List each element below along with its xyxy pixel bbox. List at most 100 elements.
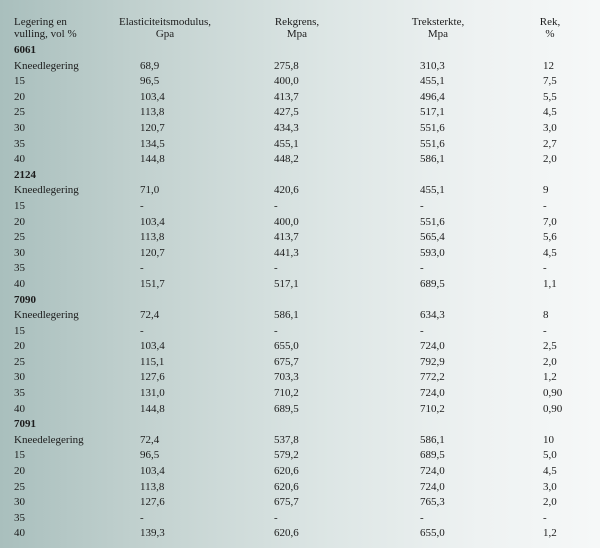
row-label: 15 (14, 449, 25, 462)
header-elastic-modulus: Elasticiteitsmodulus, Gpa (118, 16, 212, 40)
alloy-group-row: 2124 (0, 168, 600, 184)
table-row: 35 - - - - (0, 511, 600, 527)
cell-v3: 593,0 (420, 246, 445, 259)
cell-v1: - (140, 262, 144, 275)
cell-v1: 127,6 (140, 496, 165, 509)
table-row: 15 - - - - (0, 324, 600, 340)
header-alloy-fill-line2: vulling, vol % (14, 28, 77, 40)
cell-v3: 551,6 (420, 121, 445, 134)
cell-v1: - (140, 199, 144, 212)
row-label: 25 (14, 231, 25, 244)
cell-v4: 10 (543, 433, 554, 446)
header-tensile-strength-line2: Mpa (427, 28, 449, 40)
cell-v4: 8 (543, 309, 549, 322)
table-row: 20 103,4 620,6 724,0 4,5 (0, 464, 600, 480)
cell-v4: 1,2 (543, 371, 557, 384)
cell-v1: 103,4 (140, 340, 165, 353)
alloy-name: 7090 (14, 293, 36, 306)
table-row: 40 151,7 517,1 689,5 1,1 (0, 277, 600, 293)
cell-v3: - (420, 511, 424, 524)
table-row: 35 131,0 710,2 724,0 0,90 (0, 386, 600, 402)
cell-v3: 586,1 (420, 433, 445, 446)
table-row: 40 144,8 448,2 586,1 2,0 (0, 152, 600, 168)
cell-v4: 0,90 (543, 387, 563, 400)
cell-v3: 724,0 (420, 340, 445, 353)
cell-v4: 1,2 (543, 527, 557, 540)
cell-v3: - (420, 262, 424, 275)
table-row: 35 134,5 455,1 551,6 2,7 (0, 137, 600, 153)
row-label: Kneedlegering (14, 59, 79, 72)
cell-v4: 9 (543, 184, 549, 197)
header-yield-strength-line1: Rekgrens, (274, 16, 320, 28)
row-label: Kneedlegering (14, 184, 79, 197)
cell-v3: 310,3 (420, 59, 445, 72)
row-label: 15 (14, 75, 25, 88)
cell-v1: 103,4 (140, 465, 165, 478)
row-label: 25 (14, 480, 25, 493)
cell-v2: 579,2 (274, 449, 299, 462)
cell-v4: 1,1 (543, 277, 557, 290)
table-row: Kneedlegering 68,9 275,8 310,3 12 (0, 59, 600, 75)
row-label: 20 (14, 465, 25, 478)
cell-v2: - (274, 262, 278, 275)
cell-v3: 765,3 (420, 496, 445, 509)
cell-v4: 5,6 (543, 231, 557, 244)
cell-v1: 144,8 (140, 153, 165, 166)
cell-v2: 441,3 (274, 246, 299, 259)
row-label: 40 (14, 527, 25, 540)
row-label: 35 (14, 137, 25, 150)
row-label: 20 (14, 340, 25, 353)
header-elastic-modulus-line2: Gpa (155, 28, 175, 40)
row-label: 35 (14, 262, 25, 275)
cell-v4: 4,5 (543, 106, 557, 119)
header-elongation-line2: % (545, 28, 555, 40)
row-label: 30 (14, 371, 25, 384)
header-elongation-line1: Rek, (539, 16, 561, 28)
table-row: 15 96,5 579,2 689,5 5,0 (0, 448, 600, 464)
table-row: Kneedelegering 72,4 537,8 586,1 10 (0, 433, 600, 449)
header-yield-strength-line2: Mpa (286, 28, 308, 40)
cell-v2: 275,8 (274, 59, 299, 72)
table-row: 40 139,3 620,6 655,0 1,2 (0, 526, 600, 542)
table-row: Kneedlegering 71,0 420,6 455,1 9 (0, 183, 600, 199)
cell-v4: 2,5 (543, 340, 557, 353)
cell-v1: 113,8 (140, 480, 165, 493)
cell-v2: 400,0 (274, 215, 299, 228)
cell-v4: 2,0 (543, 153, 557, 166)
cell-v2: - (274, 324, 278, 337)
row-label: 30 (14, 121, 25, 134)
cell-v4: 2,0 (543, 496, 557, 509)
header-alloy-fill: Legering en vulling, vol % (14, 16, 77, 40)
cell-v2: 434,3 (274, 121, 299, 134)
cell-v1: 103,4 (140, 215, 165, 228)
table-row: 25 113,8 413,7 565,4 5,6 (0, 230, 600, 246)
row-label: 15 (14, 199, 25, 212)
cell-v2: 537,8 (274, 433, 299, 446)
table-row: 30 120,7 434,3 551,6 3,0 (0, 121, 600, 137)
cell-v3: 455,1 (420, 184, 445, 197)
cell-v4: 4,5 (543, 246, 557, 259)
cell-v3: 565,4 (420, 231, 445, 244)
table-row: 30 127,6 703,3 772,2 1,2 (0, 370, 600, 386)
row-label: 40 (14, 277, 25, 290)
cell-v3: 496,4 (420, 90, 445, 103)
cell-v3: 551,6 (420, 215, 445, 228)
table-row: 15 - - - - (0, 199, 600, 215)
cell-v1: - (140, 511, 144, 524)
cell-v1: 68,9 (140, 59, 160, 72)
cell-v2: - (274, 199, 278, 212)
cell-v2: 400,0 (274, 75, 299, 88)
table-body: 6061 Kneedlegering 68,9 275,8 310,3 12 15 96,5 4… (0, 43, 600, 542)
cell-v1: 131,0 (140, 387, 165, 400)
cell-v1: 72,4 (140, 433, 160, 446)
cell-v1: 134,5 (140, 137, 165, 150)
cell-v2: 689,5 (274, 402, 299, 415)
cell-v3: 724,0 (420, 465, 445, 478)
cell-v3: 517,1 (420, 106, 445, 119)
cell-v4: - (543, 262, 547, 275)
cell-v4: 4,5 (543, 465, 557, 478)
cell-v4: 5,0 (543, 449, 557, 462)
table-row: 25 113,8 427,5 517,1 4,5 (0, 105, 600, 121)
cell-v1: 72,4 (140, 309, 160, 322)
